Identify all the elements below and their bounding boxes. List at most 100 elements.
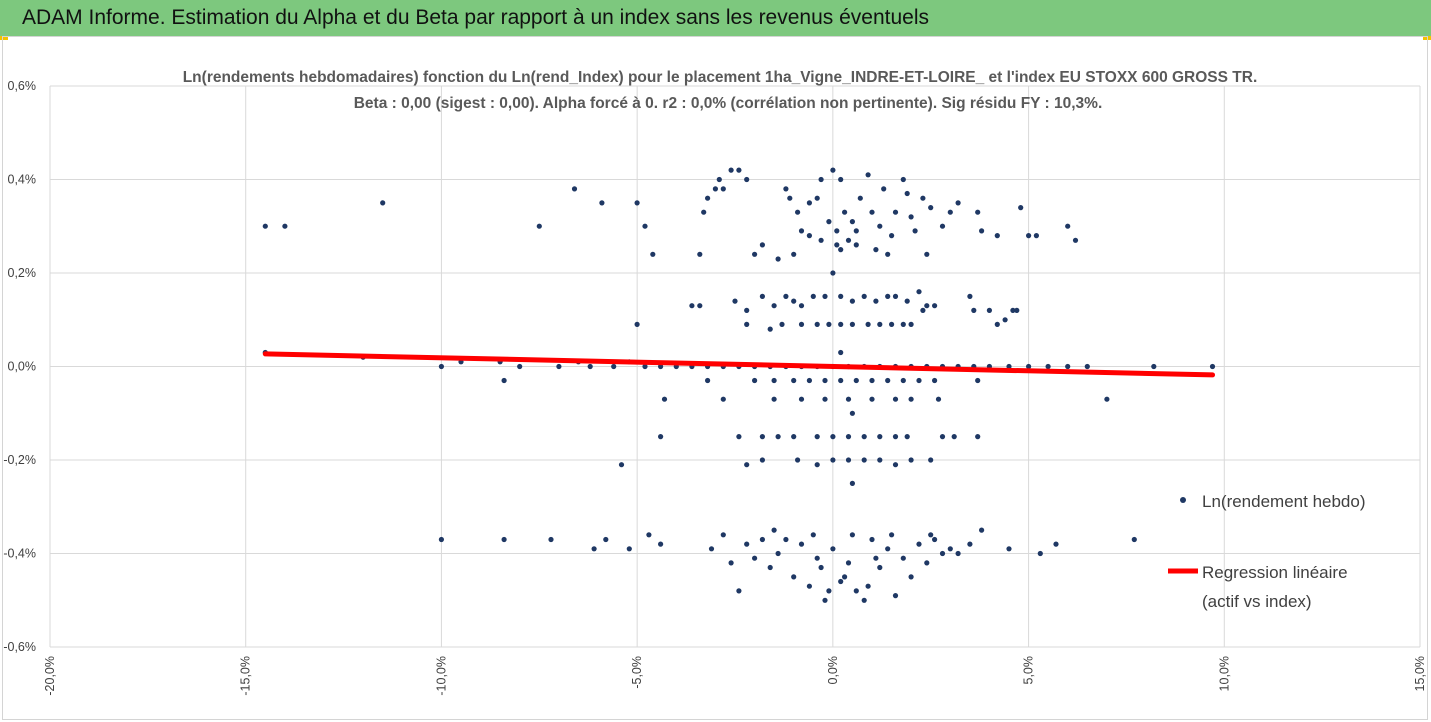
- data-point: [845, 560, 852, 566]
- data-point: [626, 546, 632, 552]
- data-point: [752, 555, 758, 561]
- data-point: [744, 541, 750, 547]
- legend-label-points: Ln(rendement hebdo): [1202, 492, 1366, 511]
- data-point: [767, 564, 773, 571]
- data-point: [603, 536, 609, 543]
- data-point: [885, 546, 891, 552]
- data-point: [701, 209, 707, 215]
- data-point: [861, 457, 867, 463]
- data-point: [924, 251, 930, 257]
- data-point: [822, 597, 828, 603]
- data-point: [869, 396, 875, 402]
- data-point: [744, 307, 750, 313]
- data-point: [779, 321, 785, 327]
- data-point: [791, 574, 797, 580]
- data-point: [849, 321, 856, 327]
- data-point: [853, 242, 859, 248]
- data-point: [916, 377, 922, 384]
- data-point: [806, 583, 813, 589]
- data-point: [728, 167, 734, 173]
- y-tick-label: 0,0%: [8, 360, 37, 374]
- data-point: [798, 396, 805, 402]
- data-point: [834, 228, 840, 234]
- data-point: [591, 546, 597, 552]
- data-point: [1104, 396, 1110, 402]
- report-title: ADAM Informe. Estimation du Alpha et du …: [22, 6, 930, 29]
- data-point: [947, 546, 953, 552]
- data-point: [845, 396, 852, 402]
- data-point: [924, 560, 930, 566]
- data-point: [1033, 233, 1039, 239]
- data-point: [932, 377, 938, 384]
- data-point: [912, 228, 918, 234]
- data-point: [861, 597, 867, 603]
- data-point: [932, 536, 938, 543]
- data-point: [759, 457, 766, 463]
- data-point: [889, 321, 895, 327]
- data-point: [826, 219, 832, 225]
- data-point: [861, 434, 867, 440]
- data-point: [834, 242, 840, 248]
- data-point: [720, 186, 726, 192]
- x-tick-label: 0,0%: [826, 656, 840, 685]
- data-point: [939, 223, 946, 229]
- data-point: [818, 564, 824, 571]
- x-tick-label: 5,0%: [1022, 656, 1036, 685]
- data-point: [865, 583, 871, 589]
- data-point: [618, 462, 625, 468]
- data-point: [661, 396, 668, 402]
- data-point: [916, 289, 922, 295]
- data-point: [1026, 233, 1032, 239]
- data-point: [830, 457, 836, 463]
- data-point: [900, 176, 906, 183]
- data-point: [759, 242, 766, 248]
- data-point: [920, 195, 926, 201]
- data-point: [873, 298, 879, 304]
- data-point: [947, 209, 953, 215]
- data-point: [814, 195, 820, 201]
- data-point: [697, 303, 703, 309]
- data-point: [853, 377, 859, 384]
- data-point: [587, 363, 593, 370]
- data-point: [900, 377, 906, 384]
- data-point: [924, 303, 930, 309]
- data-point: [708, 546, 715, 552]
- data-point: [716, 176, 722, 183]
- data-point: [798, 541, 805, 547]
- data-point: [775, 550, 781, 557]
- regression-line: [262, 351, 1216, 378]
- data-point: [994, 321, 1000, 327]
- data-point: [908, 214, 914, 220]
- y-tick-label: 0,2%: [8, 266, 37, 280]
- data-point: [438, 536, 444, 543]
- data-point: [1045, 363, 1051, 370]
- y-tick-labels: 0,6% 0,4% 0,2% 0,0% -0,2% -0,4% -0,6%: [3, 79, 36, 654]
- data-point: [1018, 205, 1024, 211]
- data-point: [849, 532, 856, 538]
- data-point: [642, 223, 648, 229]
- data-point: [869, 209, 875, 215]
- data-point: [935, 396, 942, 402]
- data-point: [814, 555, 820, 561]
- data-point: [720, 396, 726, 402]
- data-point: [865, 172, 871, 178]
- data-point: [908, 396, 914, 402]
- chart-frame: [2, 36, 1428, 720]
- data-point: [877, 223, 883, 229]
- data-point: [646, 532, 652, 538]
- data-point: [752, 251, 758, 257]
- data-point: [861, 293, 867, 299]
- data-point: [877, 321, 883, 327]
- data-point: [1084, 363, 1090, 370]
- data-point: [979, 228, 985, 234]
- data-point: [380, 200, 386, 206]
- data-point: [928, 205, 934, 211]
- data-point: [849, 298, 856, 304]
- data-point: [877, 434, 883, 440]
- data-point: [1209, 363, 1216, 370]
- data-point: [904, 298, 910, 304]
- data-point: [908, 574, 914, 580]
- data-point: [783, 536, 789, 543]
- x-tick-label: -10,0%: [434, 656, 448, 696]
